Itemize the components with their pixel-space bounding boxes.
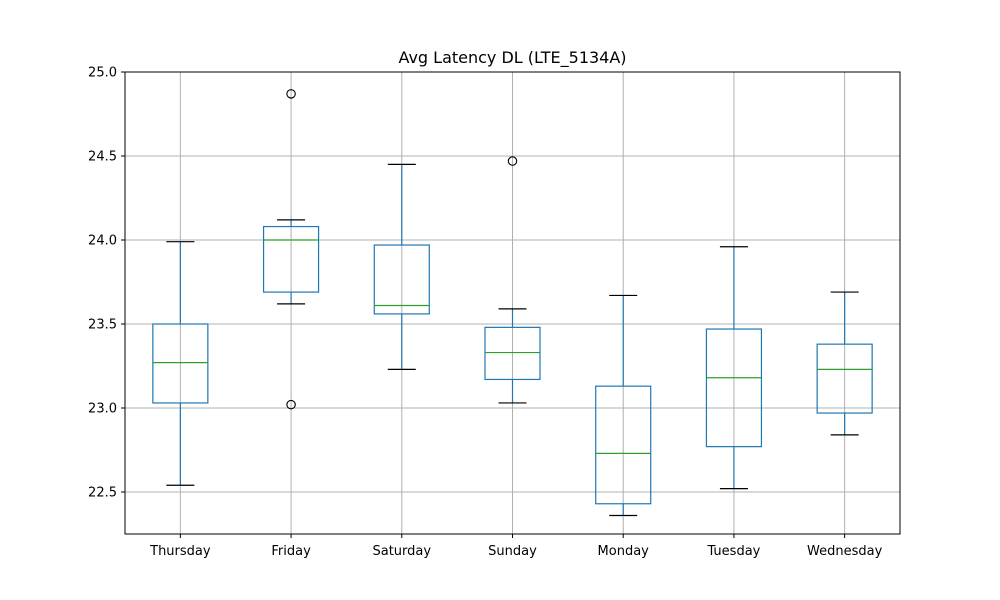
y-tick-label: 25.0 <box>88 66 117 81</box>
box-tuesday <box>705 246 763 490</box>
x-tick-label: Friday <box>271 544 311 559</box>
chart-title: Avg Latency DL (LTE_5134A) <box>398 48 626 68</box>
y-tick-label: 22.5 <box>88 486 117 501</box>
x-tick-label: Monday <box>598 544 650 559</box>
box-iqr <box>816 343 873 414</box>
box-wednesday <box>816 291 873 436</box>
y-tick-label: 23.0 <box>88 402 117 417</box>
y-tick-label: 24.5 <box>88 150 117 165</box>
box-iqr <box>705 328 763 448</box>
y-tick-label: 23.5 <box>88 318 117 333</box>
x-tick-label: Sunday <box>488 544 537 559</box>
box-monday <box>595 294 652 517</box>
box-iqr <box>262 225 320 293</box>
outlier-point <box>507 156 518 166</box>
box-thursday <box>152 241 209 486</box>
x-axis: Thursday Friday Saturday Sunday Monday Tuesda… <box>149 534 883 559</box>
box-iqr <box>373 244 430 315</box>
box-friday <box>262 89 320 410</box>
box-iqr <box>152 323 209 404</box>
box-iqr <box>484 326 541 381</box>
x-tick-label: Saturday <box>372 544 431 559</box>
x-tick-label: Tuesday <box>706 544 760 559</box>
box-series <box>152 89 873 517</box>
outlier-point <box>286 89 296 99</box>
box-iqr <box>595 385 652 505</box>
x-tick-label: Wednesday <box>807 544 883 559</box>
grid-lines <box>125 71 900 534</box>
y-tick-label: 24.0 <box>88 234 117 249</box>
outlier-point <box>286 399 296 410</box>
box-sunday <box>484 156 541 404</box>
box-saturday <box>373 163 430 370</box>
x-tick-label: Thursday <box>149 544 211 559</box>
y-axis: 22.5 23.0 23.5 24.0 24.5 25.0 <box>88 66 125 501</box>
